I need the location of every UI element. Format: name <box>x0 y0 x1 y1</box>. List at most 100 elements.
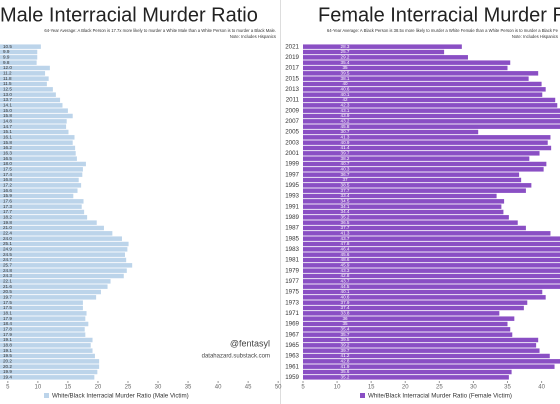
bar <box>0 55 38 60</box>
value-label: 30.7 <box>341 129 350 134</box>
value-label: 35 <box>342 65 348 70</box>
bar <box>303 65 508 71</box>
value-label: 12.5 <box>3 87 12 92</box>
value-label: 34.4 <box>341 209 350 214</box>
bar <box>303 225 526 231</box>
y-tick-label: 1967 <box>285 331 299 338</box>
bar <box>0 247 128 252</box>
value-label: 14.7 <box>3 124 12 129</box>
value-label: 43.7 <box>341 236 350 241</box>
x-tick-label: 20 <box>402 385 409 391</box>
bar <box>0 311 87 316</box>
value-label: 21.0 <box>3 225 12 230</box>
bar <box>0 263 133 268</box>
value-label: 14.8 <box>3 119 12 124</box>
value-label: 36.7 <box>341 172 350 177</box>
bar <box>0 177 79 183</box>
value-label: 18.0 <box>3 161 12 166</box>
bar <box>303 231 551 236</box>
y-tick-label: 1963 <box>285 353 299 360</box>
y-tick-label: 2005 <box>285 129 299 136</box>
value-label: 13.7 <box>3 97 12 102</box>
bar <box>303 124 560 129</box>
value-label: 17.6 <box>3 199 12 204</box>
value-label: 15.1 <box>3 129 12 134</box>
x-tick-label: 5 <box>6 385 10 391</box>
bar <box>0 273 124 279</box>
y-tick-label: 1971 <box>285 310 299 317</box>
value-label: 34.5 <box>341 199 350 204</box>
bar <box>0 295 97 300</box>
bar <box>0 81 47 87</box>
value-label: 9.9 <box>3 55 10 60</box>
value-label: 37.7 <box>341 225 350 230</box>
value-label: 24.9 <box>3 247 12 252</box>
value-label: 19.8 <box>3 220 12 225</box>
y-tick-label: 2001 <box>285 150 299 157</box>
value-label: 41.9 <box>341 364 350 369</box>
value-label: 9.8 <box>3 60 10 65</box>
x-tick-label: 40 <box>215 385 222 391</box>
value-label: 33.4 <box>341 193 350 198</box>
value-label: 17.5 <box>3 300 12 305</box>
bar <box>303 316 515 321</box>
bar <box>303 273 560 279</box>
value-label: 15.0 <box>3 108 12 113</box>
value-label: 41.3 <box>341 231 350 236</box>
value-label: 33.8 <box>341 311 350 316</box>
value-label: 19.4 <box>3 375 12 380</box>
bar <box>303 305 524 311</box>
subtitle: 64-Year Average: A Black Person is 38.5x… <box>327 28 559 33</box>
bar <box>0 236 122 241</box>
value-label: 41.2 <box>341 353 350 358</box>
value-label: 35.4 <box>341 327 350 332</box>
x-tick-label: 45 <box>245 385 252 391</box>
value-label: 16.2 <box>3 145 12 150</box>
bar <box>0 49 38 55</box>
y-tick-label: 1997 <box>285 171 299 178</box>
value-label: 13.0 <box>3 92 12 97</box>
x-tick-label: 5 <box>301 385 305 391</box>
bar <box>303 375 509 380</box>
value-label: 28.3 <box>341 44 350 49</box>
bar <box>303 348 540 353</box>
bar <box>0 108 68 113</box>
value-label: 43.3 <box>341 268 350 273</box>
value-label: 47.8 <box>341 241 350 246</box>
bar <box>0 359 100 364</box>
value-label: 35.2 <box>341 375 350 380</box>
bar <box>0 140 73 145</box>
x-tick-label: 20 <box>95 385 102 391</box>
value-label: 10.5 <box>3 44 12 49</box>
bar <box>303 151 540 156</box>
bar <box>303 343 537 348</box>
value-label: 16.5 <box>3 156 12 161</box>
bar <box>0 364 100 369</box>
bar <box>303 209 504 215</box>
bar <box>303 76 529 81</box>
bar <box>0 92 56 97</box>
value-label: 15.8 <box>3 113 12 118</box>
bar <box>0 65 50 71</box>
value-label: 18.4 <box>3 321 12 326</box>
bar <box>0 332 86 337</box>
annotation: @fentasyl <box>230 338 270 348</box>
bar <box>303 332 513 337</box>
y-tick-label: 1985 <box>285 235 299 242</box>
value-label: 25.7 <box>3 263 12 268</box>
x-tick-label: 35 <box>185 385 192 391</box>
value-label: 29.2 <box>341 55 350 60</box>
value-label: 42 <box>342 97 348 102</box>
value-label: 17.3 <box>3 204 12 209</box>
bar <box>0 337 93 343</box>
value-label: 24.3 <box>3 273 12 278</box>
bar <box>303 161 547 167</box>
bar <box>303 220 518 225</box>
bar <box>303 353 550 359</box>
value-label: 20.2 <box>3 364 12 369</box>
y-tick-label: 1991 <box>285 203 299 210</box>
x-tick-label: 30 <box>155 385 162 391</box>
bar <box>303 300 528 305</box>
value-label: 40.6 <box>341 87 350 92</box>
